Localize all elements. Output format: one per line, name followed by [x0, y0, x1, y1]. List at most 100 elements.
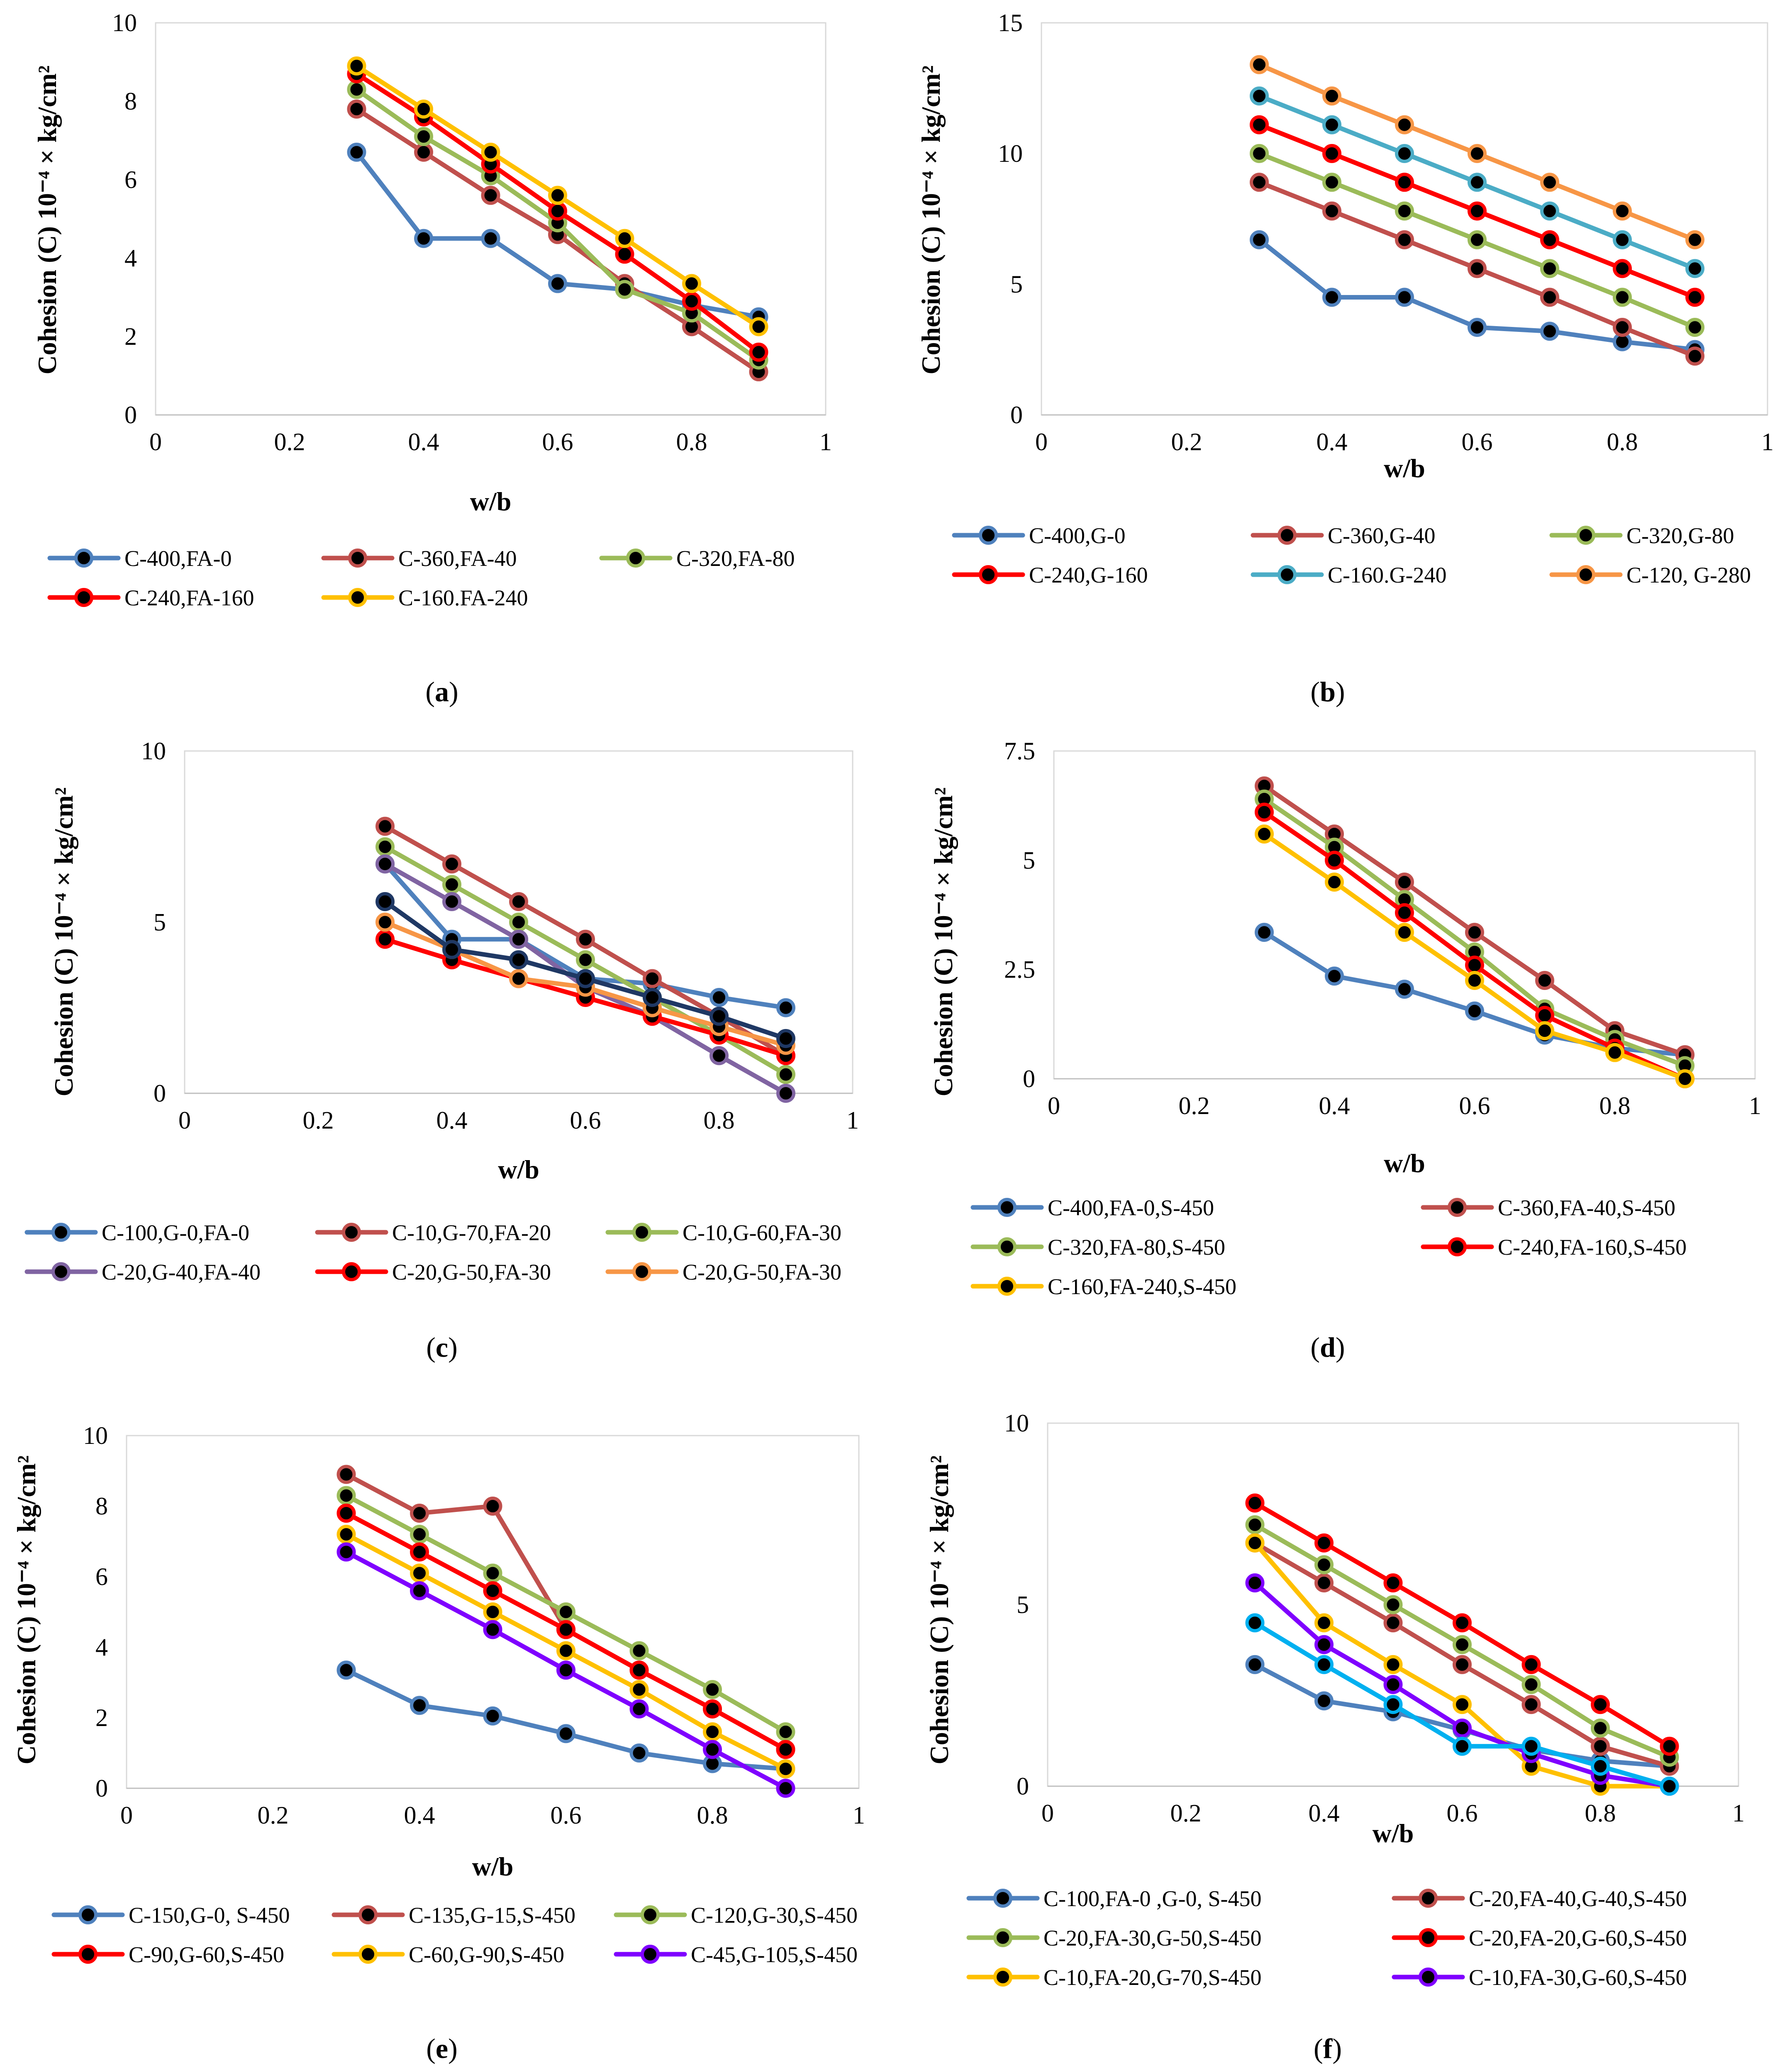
data-point	[414, 229, 433, 248]
data-point	[556, 1602, 575, 1621]
legend-item: C-20,G-50,FA-30	[605, 1260, 841, 1285]
legend-marker	[632, 1223, 651, 1242]
data-point	[703, 1722, 722, 1741]
x-tick-label: 0.4	[1317, 428, 1348, 456]
data-point	[1395, 980, 1414, 999]
legend-label: C-20,FA-20,G-60,S-450	[1469, 1926, 1687, 1951]
x-tick-label: 0.8	[1585, 1799, 1616, 1827]
legend-item: C-240,FA-160	[47, 585, 254, 610]
legend-item: C-20,FA-30,G-50,S-450	[966, 1926, 1262, 1951]
legend-marker	[626, 549, 645, 568]
data-point	[615, 244, 634, 264]
data-point	[442, 875, 461, 894]
legend-marker	[78, 1905, 98, 1924]
data-point	[347, 80, 366, 99]
data-point	[414, 99, 433, 119]
data-point	[1314, 1613, 1334, 1633]
data-point	[643, 988, 662, 1007]
legend-label: C-90,G-60,S-450	[129, 1942, 284, 1967]
series-4	[336, 1504, 795, 1759]
legend-item: C-160.FA-240	[321, 585, 528, 610]
data-point	[1468, 259, 1487, 278]
data-point	[776, 1029, 795, 1048]
legend-item: C-320,G-80	[1549, 523, 1734, 548]
legend-item: C-45,G-105,S-450	[614, 1942, 858, 1967]
series-5	[347, 56, 768, 336]
data-point	[1395, 230, 1414, 249]
data-point	[347, 142, 366, 162]
data-point	[1613, 288, 1632, 307]
y-tick-label: 8	[95, 1492, 108, 1520]
data-point	[556, 1620, 575, 1639]
data-point	[629, 1743, 649, 1763]
data-point	[1395, 923, 1414, 942]
data-point	[629, 1660, 649, 1680]
data-point	[1245, 1493, 1265, 1513]
legend-marker	[358, 1905, 378, 1924]
legend-label: C-120,G-30,S-450	[691, 1903, 858, 1928]
data-point	[375, 912, 395, 932]
x-tick-label: 0.2	[303, 1107, 334, 1134]
data-point	[336, 1504, 356, 1523]
y-tick-label: 0	[1010, 401, 1023, 429]
data-point	[1250, 144, 1269, 163]
x-tick-label: 0.2	[258, 1802, 289, 1829]
data-point	[481, 229, 500, 248]
data-point	[442, 854, 461, 874]
y-tick-label: 8	[124, 88, 137, 115]
legend-item: C-320,FA-80	[599, 546, 795, 571]
data-point	[1245, 1533, 1265, 1553]
data-point	[1245, 1515, 1265, 1534]
x-axis-title: w/b	[498, 1155, 539, 1184]
data-point	[375, 817, 395, 836]
legend-label: C-320,G-80	[1626, 523, 1734, 548]
plot-area-frame	[155, 22, 827, 416]
x-tick-label: 0.2	[1179, 1092, 1210, 1119]
legend-item: C-150,G-0, S-450	[51, 1903, 290, 1928]
legend: C-150,G-0, S-450 C-135,G-15,S-450 C-120,G-…	[51, 1903, 858, 1967]
legend: C-400,FA-0 C-360,FA-40 C-320,FA-80 C-240,FA…	[47, 546, 795, 610]
data-point	[1540, 322, 1559, 341]
x-tick-label: 0.8	[1599, 1092, 1631, 1119]
x-tick-label: 0.4	[1309, 1799, 1340, 1827]
data-point	[1245, 1655, 1265, 1674]
legend-item: C-20,FA-40,G-40,S-450	[1392, 1886, 1687, 1911]
data-point	[1453, 1736, 1472, 1756]
x-tick-label: 0	[149, 428, 162, 456]
x-tick-label: 0.2	[1170, 1799, 1202, 1827]
legend-label: C-120, G-280	[1626, 563, 1751, 588]
legend-label: C-240,FA-160,S-450	[1498, 1235, 1687, 1260]
data-point	[749, 317, 768, 336]
legend-label: C-360,FA-40	[398, 546, 517, 571]
legend-marker	[348, 549, 367, 568]
data-point	[410, 1563, 429, 1583]
data-point	[615, 229, 634, 248]
series-5	[1255, 824, 1694, 1088]
legend-label: C-10,FA-30,G-60,S-450	[1469, 1965, 1687, 1990]
data-point	[1255, 802, 1274, 822]
legend-item: C-400,G-0	[952, 523, 1125, 548]
data-point	[375, 892, 395, 911]
legend-label: C-10,G-60,FA-30	[683, 1220, 841, 1245]
data-point	[556, 1641, 575, 1660]
x-tick-label: 0.2	[1171, 428, 1202, 456]
series-3	[1245, 1515, 1679, 1767]
data-point	[1660, 1777, 1679, 1796]
legend-item: C-20,G-40,FA-40	[24, 1260, 261, 1285]
x-tick-label: 0.8	[697, 1802, 728, 1829]
x-tick-label: 0	[1035, 428, 1048, 456]
legend-label: C-160,FA-240,S-450	[1048, 1274, 1236, 1299]
data-point	[347, 99, 366, 119]
y-tick-label: 0	[95, 1775, 108, 1802]
data-point	[1675, 1069, 1694, 1088]
data-point	[1535, 1021, 1554, 1041]
data-point	[1468, 144, 1487, 163]
x-tick-label: 0.8	[1607, 428, 1638, 456]
legend-label: C-360,FA-40,S-450	[1498, 1195, 1675, 1220]
x-axis-title: w/b	[1384, 453, 1425, 483]
legend-label: C-150,G-0, S-450	[129, 1903, 290, 1928]
legend-label: C-320,FA-80,S-450	[1048, 1235, 1225, 1260]
y-tick-label: 5	[1023, 846, 1035, 874]
data-point	[375, 929, 395, 949]
